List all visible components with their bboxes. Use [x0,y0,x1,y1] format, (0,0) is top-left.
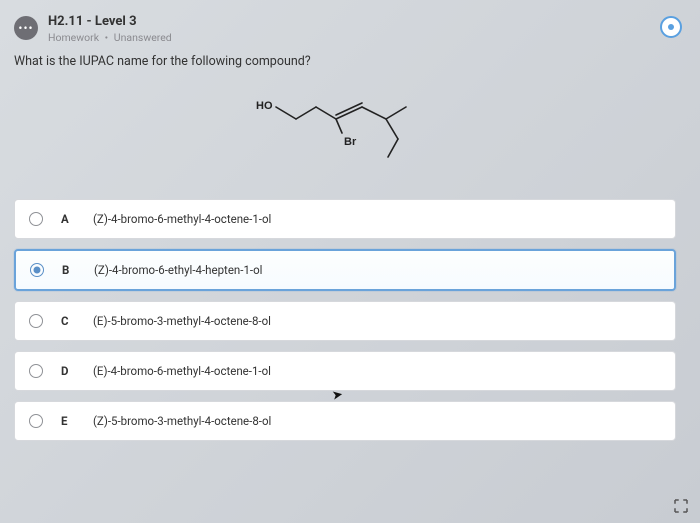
option-text: (E)-5-bromo-3-methyl-4-octene-8-ol [93,314,271,328]
option-letter: B [62,263,76,277]
option-d[interactable]: D (E)-4-bromo-6-methyl-4-octene-1-ol [14,351,676,391]
option-letter: E [61,414,75,428]
option-letter: A [61,212,75,226]
radio-icon [30,263,44,277]
option-c[interactable]: C (E)-5-bromo-3-methyl-4-octene-8-ol [14,301,676,341]
label-ho: HO [256,100,273,112]
compound-diagram: HO Br [14,83,682,173]
question-title: H2.11 - Level 3 [48,14,650,29]
option-a[interactable]: A (Z)-4-bromo-6-methyl-4-octene-1-ol [14,199,676,239]
question-subline: Homework • Unanswered [48,31,650,44]
category-label: Homework [48,31,99,44]
status-label: Unanswered [114,31,172,44]
label-br: Br [344,136,357,148]
radio-icon [29,364,43,378]
focus-target-button[interactable] [660,16,682,38]
option-text: (E)-4-bromo-6-methyl-4-octene-1-ol [93,364,271,378]
expand-icon[interactable] [672,497,690,515]
option-text: (Z)-5-bromo-3-methyl-4-octene-8-ol [93,414,271,428]
radio-icon [29,414,43,428]
question-header: H2.11 - Level 3 Homework • Unanswered [48,14,650,44]
option-b[interactable]: B (Z)-4-bromo-6-ethyl-4-hepten-1-ol [14,249,676,291]
option-letter: D [61,364,75,378]
option-text: (Z)-4-bromo-6-methyl-4-octene-1-ol [93,212,271,226]
radio-icon [29,212,43,226]
options-list: A (Z)-4-bromo-6-methyl-4-octene-1-ol B (Z)-… [14,199,682,441]
option-e[interactable]: E (Z)-5-bromo-3-methyl-4-octene-8-ol [14,401,676,441]
radio-icon [29,314,43,328]
separator-dot: • [105,31,109,44]
question-text: What is the IUPAC name for the following… [14,54,682,69]
option-letter: C [61,314,75,328]
more-menu-button[interactable]: ••• [14,16,38,40]
option-text: (Z)-4-bromo-6-ethyl-4-hepten-1-ol [94,263,262,277]
